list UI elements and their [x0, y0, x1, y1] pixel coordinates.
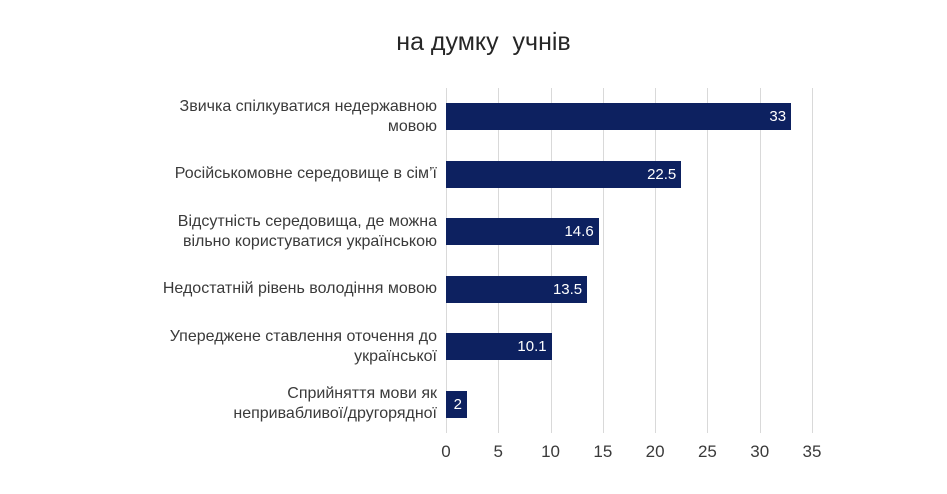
bar-row: 22.5 — [446, 146, 812, 204]
bar: 22.5 — [446, 160, 682, 188]
x-tick-label: 15 — [593, 442, 613, 461]
x-tick-label: 30 — [750, 442, 770, 461]
bar: 13.5 — [446, 275, 588, 303]
bar-value-label: 22.5 — [647, 165, 677, 183]
x-tick-label: 25 — [697, 442, 717, 461]
chart-title: на думку учнів — [396, 28, 571, 56]
gridline — [707, 88, 709, 433]
plot-area — [446, 88, 813, 433]
bar: 33 — [446, 103, 792, 131]
bar-series: 33 22.5 14.6 13.5 10.1 2 — [446, 88, 812, 433]
bar-row: 14.6 — [446, 203, 812, 261]
gridline — [812, 88, 813, 433]
category-label: Звичка спілкуватися недержавною мовою — [179, 97, 437, 135]
bar-value-label: 14.6 — [564, 223, 594, 241]
x-tick-label: 0 — [441, 442, 451, 461]
x-axis-labels: 0 5 10 15 20 25 30 35 — [441, 442, 821, 464]
category-label: Сприйняття мови як непривабливої/другоря… — [233, 385, 437, 423]
gridline — [602, 88, 604, 433]
bar-row: 10.1 — [446, 318, 812, 376]
bar: 14.6 — [446, 218, 599, 246]
gridline — [655, 88, 657, 433]
bar: 2 — [446, 390, 467, 418]
category-axis-labels: Звичка спілкуватися недержавною мовою Рос… — [128, 88, 437, 433]
bar-value-label: 13.5 — [552, 280, 583, 298]
bar-row: 13.5 — [446, 261, 812, 319]
x-tick-label: 5 — [493, 442, 504, 461]
x-tick-label: 20 — [645, 442, 665, 461]
bar-value-label: 10.1 — [517, 338, 547, 356]
bar-row: 33 — [446, 88, 812, 146]
category-label: Упереджене ставлення оточення до українс… — [169, 327, 437, 365]
x-tick-label: 10 — [541, 442, 561, 461]
gridline — [446, 88, 447, 433]
category-label: Російськомовне середовище в сім’ї — [174, 165, 437, 183]
category-label: Недостатній рівень володіння мовою — [162, 280, 437, 298]
x-tick-label: 35 — [802, 442, 822, 461]
bar-row: 2 — [446, 376, 812, 434]
bar: 10.1 — [446, 333, 552, 361]
bar-value-label: 33 — [769, 108, 787, 126]
bar-value-label: 2 — [453, 395, 462, 413]
gridline — [498, 88, 500, 433]
gridline — [550, 88, 552, 433]
gridline — [759, 88, 761, 433]
category-label: Відсутність середовища, де можна вільно … — [177, 212, 437, 250]
